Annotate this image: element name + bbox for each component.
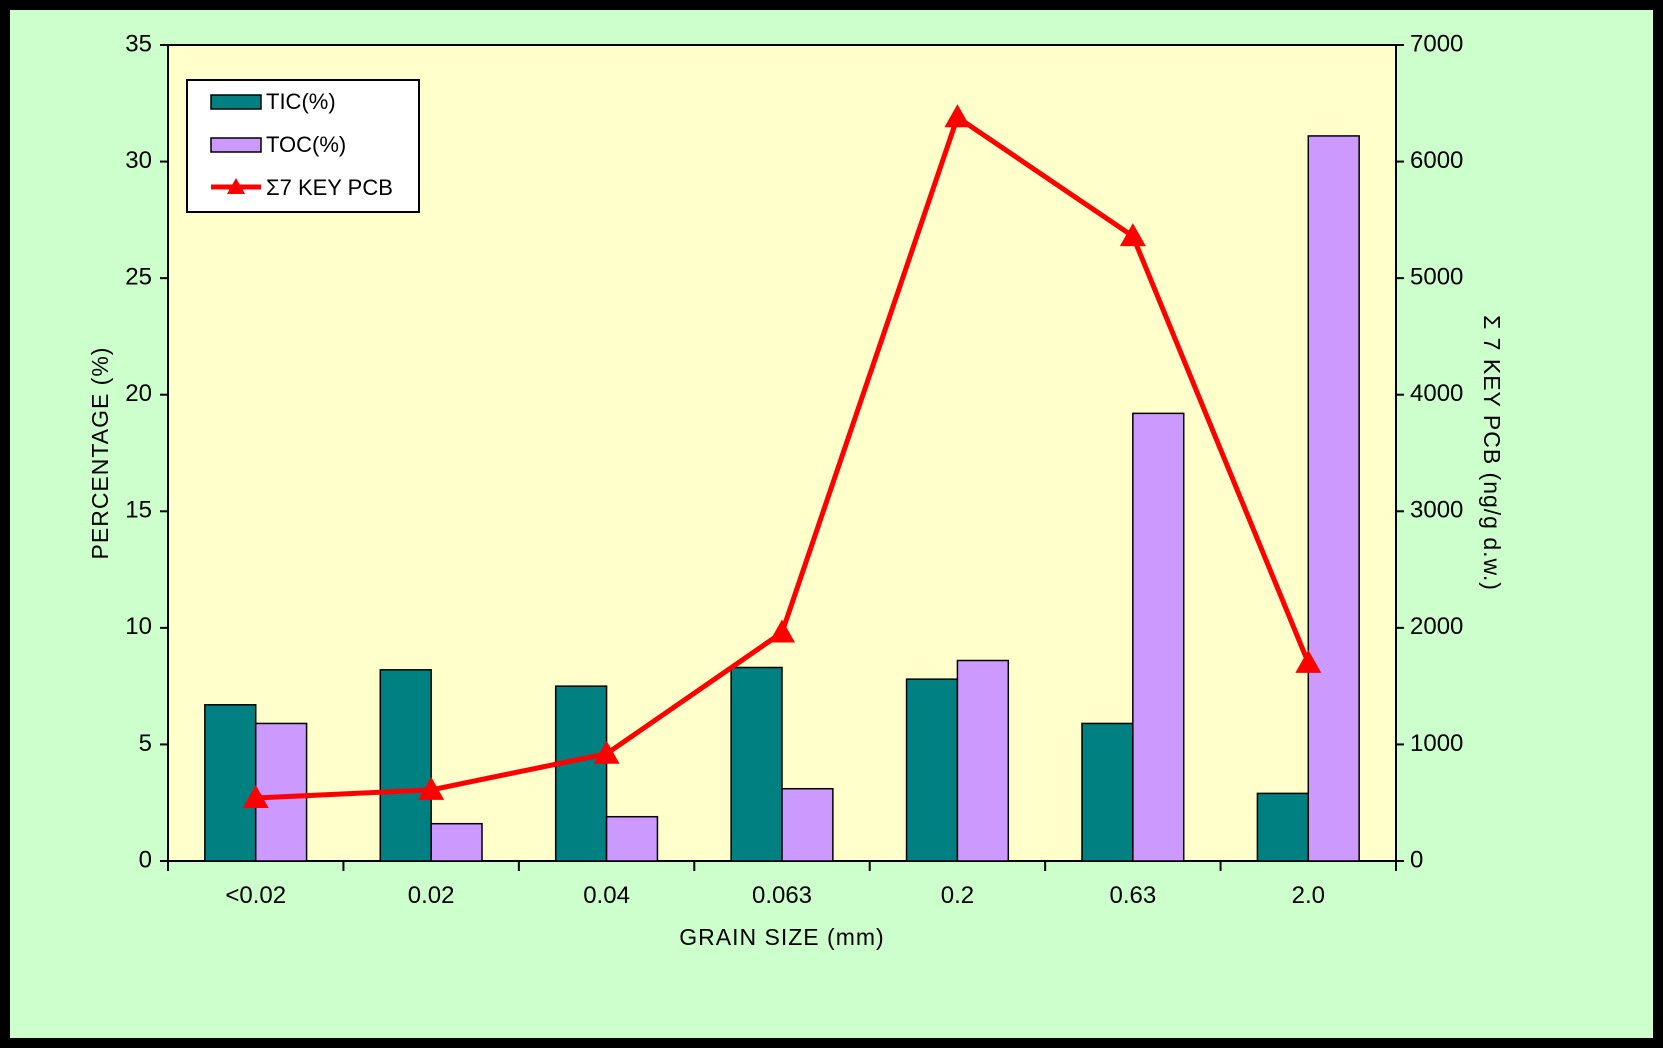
bar-tic xyxy=(554,685,608,862)
bar-toc xyxy=(254,722,308,862)
x-tick-label: 0.02 xyxy=(408,882,455,909)
y-tick-label: 35 xyxy=(125,30,152,57)
pcb-point-marker xyxy=(1295,649,1322,673)
y-tick-label: 15 xyxy=(125,497,152,524)
pcb-point-marker xyxy=(944,104,971,128)
bar-toc xyxy=(1132,412,1185,862)
bar-tic xyxy=(379,669,432,862)
pcb-line-layer xyxy=(242,104,1322,809)
x-tick-label: 0.63 xyxy=(1109,882,1156,909)
bar-toc xyxy=(781,787,834,862)
bar-toc xyxy=(956,659,1010,862)
y2-tick-label: 3000 xyxy=(1410,497,1463,524)
bar-tic xyxy=(204,704,257,862)
y2-tick-label: 0 xyxy=(1410,846,1423,873)
pcb-point-marker xyxy=(1119,223,1146,247)
chart-frame: 0 5 10 15 20 25 30 35 0 1000 2000 3000 4000 5000 6000 7… xyxy=(10,10,1653,1038)
pcb-point-marker xyxy=(593,740,620,764)
axes-layer: 0 5 10 15 20 25 30 35 0 1000 2000 3000 4000 5000 6000 7… xyxy=(125,30,1463,909)
y2-axis-title: Σ 7 KEY PCB (ng/g d.w.) xyxy=(1479,315,1505,591)
legend-swatch-pcb-marker xyxy=(227,178,245,194)
x-tick-label: <0.02 xyxy=(225,882,286,909)
y-tick-label: 0 xyxy=(139,846,152,873)
legend-label-pcb: Σ7 KEY PCB xyxy=(266,175,393,200)
bar-toc xyxy=(430,822,483,862)
bar-tic xyxy=(730,666,783,862)
y2-tick-label: 6000 xyxy=(1410,147,1463,174)
y2-tick-label: 5000 xyxy=(1410,263,1463,290)
bars-layer xyxy=(204,135,1360,862)
legend-swatch-tic xyxy=(210,94,262,110)
y-tick-label: 5 xyxy=(139,730,152,757)
legend-label-toc: TOC(%) xyxy=(266,132,346,157)
x-tick-label: 2.0 xyxy=(1292,882,1325,909)
y-tick-label: 25 xyxy=(125,263,152,290)
pcb-point-marker xyxy=(242,785,269,809)
grain-size-chart: 0 5 10 15 20 25 30 35 0 1000 2000 3000 4000 5000 6000 7… xyxy=(87,30,1505,950)
y2-tick-label: 7000 xyxy=(1410,30,1463,57)
bar-tic xyxy=(905,678,959,862)
legend: TIC(%) TOC(%) Σ7 KEY PCB xyxy=(186,79,420,213)
pcb-point-marker xyxy=(418,776,445,800)
x-tick-label: 0.2 xyxy=(941,882,974,909)
bar-tic xyxy=(1081,722,1134,862)
x-tick-label: 0.063 xyxy=(752,882,812,909)
y2-tick-label: 4000 xyxy=(1410,380,1463,407)
y2-tick-label: 1000 xyxy=(1410,730,1463,757)
y-axis-title: PERCENTAGE (%) xyxy=(87,347,113,560)
y-tick-label: 30 xyxy=(125,147,152,174)
bar-toc xyxy=(605,815,659,862)
x-axis-title: GRAIN SIZE (mm) xyxy=(679,924,884,950)
y-tick-label: 20 xyxy=(125,380,152,407)
x-tick-label: 0.04 xyxy=(583,882,630,909)
bar-tic xyxy=(1256,792,1310,862)
legend-swatch-toc xyxy=(210,137,262,153)
bar-toc xyxy=(1307,135,1360,862)
y-tick-label: 10 xyxy=(125,613,152,640)
y2-tick-label: 2000 xyxy=(1410,613,1463,640)
legend-label-tic: TIC(%) xyxy=(266,89,336,114)
pcb-point-marker xyxy=(769,619,795,643)
